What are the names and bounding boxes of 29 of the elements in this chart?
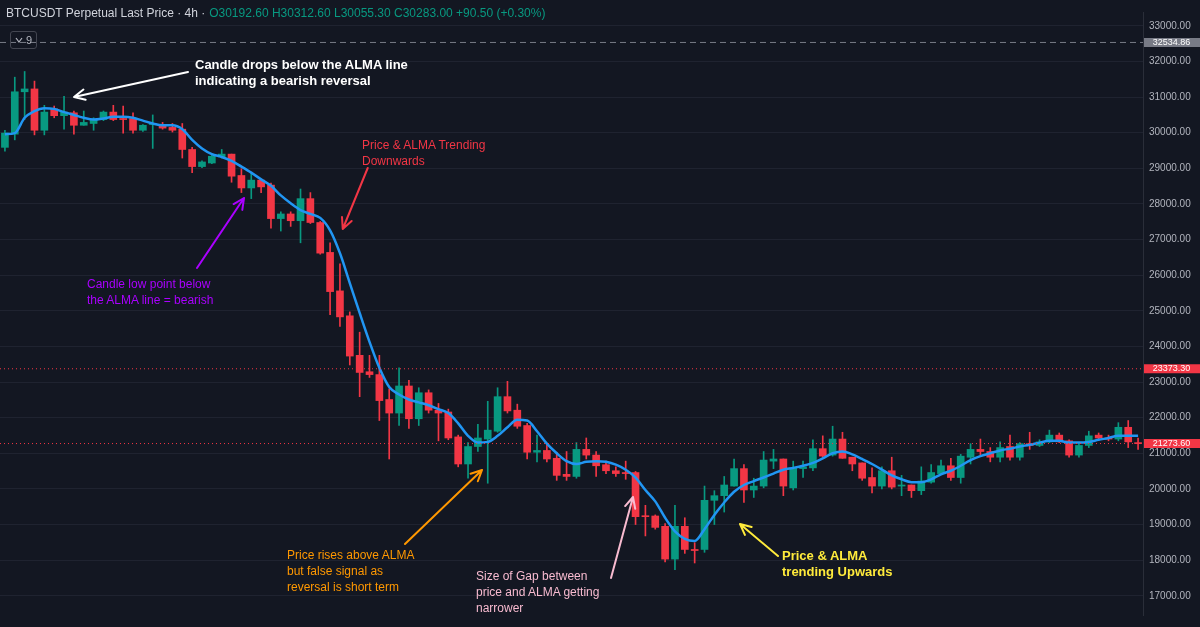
y-tick-label: 20000.00 [1149, 482, 1192, 494]
y-tick-label: 22000.00 [1149, 411, 1192, 423]
annotation: Price & ALMA trending Upwards [782, 548, 894, 580]
y-tick-label: 33000.00 [1149, 19, 1192, 31]
y-tick-label: 17000.00 [1149, 589, 1192, 601]
ref-line-label: 23373.30 [1152, 363, 1191, 374]
annotation: Price & ALMA Trending Downwards [362, 137, 487, 169]
annotation: Candle low point below the ALMA line = bearish [87, 276, 215, 308]
ref-line-label: 21273.60 [1152, 438, 1191, 449]
y-tick-label: 23000.00 [1149, 375, 1192, 387]
ref-line-label: 32534.86 [1152, 36, 1191, 47]
y-tick-label: 27000.00 [1149, 233, 1192, 245]
chart-subtitle: O30192.60 H30312.60 L30055.30 C30283.00 +90.50 (+0.30%) [209, 6, 546, 20]
y-tick-label: 32000.00 [1149, 55, 1192, 67]
annotation: 9 [26, 34, 33, 46]
y-tick-label: 18000.00 [1149, 553, 1192, 565]
y-tick-label: 25000.00 [1149, 304, 1192, 316]
annotation: Price rises above ALMA but false signal as reversal is short term [287, 547, 416, 595]
annotation: Size of Gap between price and ALMA getting narrower [476, 568, 601, 616]
y-tick-label: 24000.00 [1149, 340, 1192, 352]
y-tick-label: 31000.00 [1149, 90, 1192, 102]
y-tick-label: 26000.00 [1149, 268, 1192, 280]
y-tick-label: 29000.00 [1149, 162, 1192, 174]
y-tick-label: 21000.00 [1149, 447, 1192, 459]
chart-title: BTCUSDT Perpetual Last Price · 4h · [6, 6, 206, 20]
y-tick-label: 19000.00 [1149, 518, 1192, 530]
annotation: Candle drops below the ALMA line indicating a bearish reversal [195, 57, 409, 89]
y-tick-label: 30000.00 [1149, 126, 1192, 138]
y-tick-label: 28000.00 [1149, 197, 1192, 209]
